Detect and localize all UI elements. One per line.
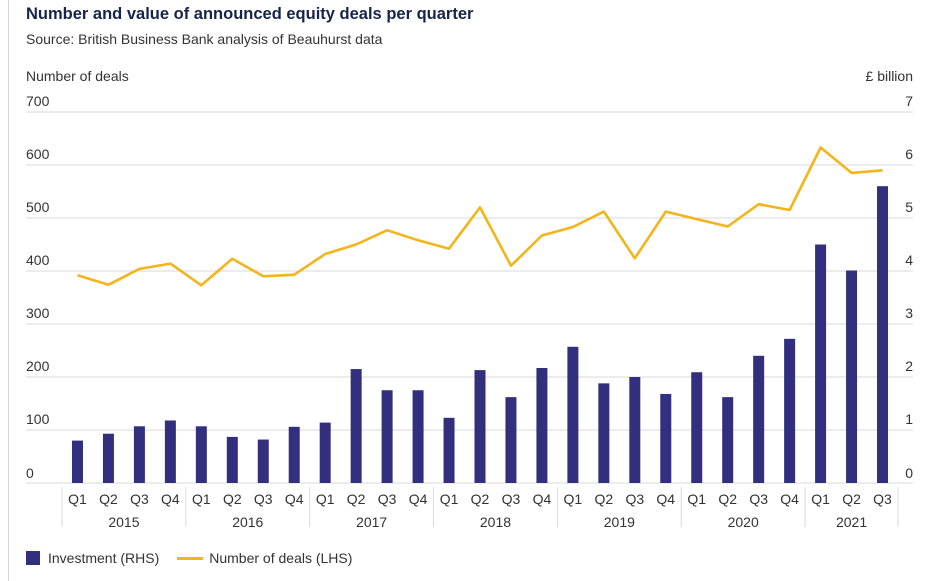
x-tick-label: Q2 <box>718 491 737 507</box>
investment-bar <box>443 417 455 483</box>
y-tick-label-right: 7 <box>905 93 913 109</box>
year-label: 2021 <box>836 514 867 530</box>
x-tick-label: Q4 <box>533 491 552 507</box>
x-tick-label: Q4 <box>161 491 180 507</box>
x-tick-label: Q4 <box>285 491 304 507</box>
x-tick-label: Q2 <box>471 491 490 507</box>
year-label: 2017 <box>356 514 387 530</box>
chart-plot: Number of deals £ billion 0 100 200 300 400 5… <box>26 68 913 530</box>
x-tick-label: Q3 <box>254 491 273 507</box>
year-label: 2018 <box>480 514 511 530</box>
x-tick-label: Q1 <box>687 491 706 507</box>
x-tick-label: Q2 <box>842 491 861 507</box>
investment-bar <box>257 439 269 483</box>
legend-bar-swatch <box>26 551 40 565</box>
y-tick-label-right: 1 <box>905 411 913 427</box>
x-tick-label: Q3 <box>130 491 149 507</box>
x-axis: Q1 Q2 Q3 Q4 Q1 Q2 Q3 Q4 Q1 Q2 Q3 Q4 Q1 Q2 Q3 Q4 Q1 Q2 Q3 Q4… <box>61 487 899 530</box>
x-tick-label: Q3 <box>749 491 768 507</box>
x-tick-label: Q3 <box>502 491 521 507</box>
investment-bar <box>474 370 486 483</box>
investment-bar <box>102 433 114 483</box>
investment-bar <box>815 244 827 483</box>
investment-bar <box>288 426 300 483</box>
year-label: 2016 <box>232 514 263 530</box>
y-axis-ticks: 0 100 200 300 400 500 600 700 0 1 2 3 4 5 6 7 <box>26 93 913 481</box>
x-tick-label: Q1 <box>192 491 211 507</box>
left-border-rule <box>8 0 9 581</box>
year-label: 2020 <box>728 514 759 530</box>
investment-bar <box>319 422 331 483</box>
chart-title: Number and value of announced equity dea… <box>26 5 474 23</box>
investment-bars <box>71 186 889 483</box>
y-tick-label-right: 2 <box>905 358 913 374</box>
year-label: 2015 <box>108 514 139 530</box>
legend-line-swatch <box>177 556 204 560</box>
x-tick-label: Q2 <box>223 491 242 507</box>
investment-bar <box>412 390 424 483</box>
investment-bar <box>660 393 672 483</box>
investment-bar <box>536 367 548 483</box>
investment-bar <box>350 369 362 483</box>
y-tick-label-right: 6 <box>905 146 913 162</box>
y-tick-label-left: 500 <box>26 199 50 215</box>
investment-bar <box>846 270 858 483</box>
investment-bar <box>133 426 145 483</box>
x-tick-label: Q2 <box>595 491 614 507</box>
investment-bar <box>567 346 579 483</box>
investment-bar <box>195 426 207 483</box>
legend-deals-label: Number of deals (LHS) <box>209 550 353 566</box>
x-tick-label: Q2 <box>347 491 366 507</box>
x-tick-label: Q1 <box>68 491 87 507</box>
y-tick-label-left: 400 <box>26 252 50 268</box>
x-tick-label: Q4 <box>656 491 675 507</box>
investment-bar <box>226 436 238 483</box>
y-tick-label-left: 200 <box>26 358 50 374</box>
left-axis-label: Number of deals <box>26 68 129 84</box>
investment-bar <box>598 383 610 483</box>
gridlines <box>26 111 913 484</box>
investment-bar <box>877 186 889 483</box>
x-tick-label: Q2 <box>99 491 118 507</box>
x-tick-label: Q3 <box>873 491 892 507</box>
x-tick-label: Q1 <box>564 491 583 507</box>
y-tick-label-left: 100 <box>26 411 50 427</box>
y-tick-label-right: 5 <box>905 199 913 215</box>
investment-bar <box>381 390 393 483</box>
x-tick-label: Q3 <box>378 491 397 507</box>
y-tick-label-right: 0 <box>905 465 913 481</box>
investment-bar <box>753 355 765 483</box>
y-tick-label-left: 700 <box>26 93 50 109</box>
right-axis-label: £ billion <box>866 68 913 84</box>
y-tick-label-left: 600 <box>26 146 50 162</box>
x-tick-label: Q1 <box>440 491 459 507</box>
investment-bar <box>691 372 703 483</box>
x-tick-label: Q3 <box>625 491 644 507</box>
legend: Investment (RHS) Number of deals (LHS) <box>26 550 352 566</box>
investment-bar <box>71 440 83 483</box>
chart-subtitle: Source: British Business Bank analysis o… <box>26 31 383 47</box>
deals-line-path <box>77 146 883 287</box>
y-tick-label-left: 0 <box>26 465 34 481</box>
x-tick-label: Q1 <box>316 491 335 507</box>
investment-bar <box>629 377 641 483</box>
x-tick-label: Q4 <box>780 491 799 507</box>
investment-bar <box>164 420 176 483</box>
legend-investment-label: Investment (RHS) <box>48 550 160 566</box>
y-tick-label-left: 300 <box>26 305 50 321</box>
year-label: 2019 <box>604 514 635 530</box>
y-tick-label-right: 4 <box>905 252 913 268</box>
y-tick-label-right: 3 <box>905 305 913 321</box>
x-tick-label: Q1 <box>811 491 830 507</box>
deals-line <box>77 146 883 287</box>
x-tick-label: Q4 <box>409 491 428 507</box>
investment-bar <box>505 397 517 483</box>
investment-bar <box>722 397 734 483</box>
investment-bar <box>784 338 796 483</box>
